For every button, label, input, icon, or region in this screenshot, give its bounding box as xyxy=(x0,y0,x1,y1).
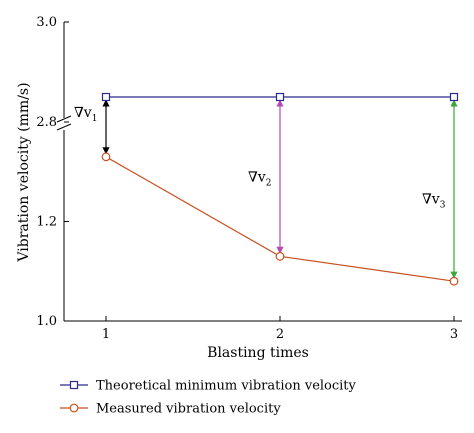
y-tick-label: 2.8 xyxy=(36,115,57,130)
data-point-circle xyxy=(101,152,111,162)
series xyxy=(101,92,459,286)
x-ticks: 1 2 3 xyxy=(102,316,458,342)
y-axis-break-mark xyxy=(56,115,72,131)
y-axis-title: Vibration velocity (mm/s) xyxy=(16,82,32,262)
data-point-circle xyxy=(449,276,459,286)
y-tick-label: 1.0 xyxy=(36,314,57,329)
y-tick-label: 3.0 xyxy=(36,15,57,30)
x-tick-label: 2 xyxy=(276,327,284,342)
legend-marker-square xyxy=(69,380,79,390)
y-tick-label: 1.2 xyxy=(36,215,57,230)
x-tick-label: 1 xyxy=(102,327,110,342)
data-point-square xyxy=(449,92,459,102)
x-axis-title: Blasting times xyxy=(207,345,309,361)
data-point-circle xyxy=(275,251,285,261)
x-tick-label: 3 xyxy=(450,327,458,342)
legend-marker-circle xyxy=(69,403,79,413)
legend-item-2: Measured vibration velocity xyxy=(60,402,281,417)
legend-label: Measured vibration velocity xyxy=(96,402,281,417)
data-point-square xyxy=(275,92,285,102)
data-point-square xyxy=(101,92,111,102)
difference-label-2: ∇v2 xyxy=(248,170,271,189)
legend-item-1: Theoretical minimum vibration velocity xyxy=(60,379,357,394)
legend: Theoretical minimum vibration velocity Me… xyxy=(60,379,357,417)
difference-arrows: ∇v1 ∇v2 ∇v3 xyxy=(74,99,458,279)
difference-label-1: ∇v1 xyxy=(74,105,97,124)
axes xyxy=(56,22,462,322)
legend-label: Theoretical minimum vibration velocity xyxy=(96,379,357,394)
y-ticks: 1.0 1.2 2.8 3.0 xyxy=(36,15,69,329)
difference-label-3: ∇v3 xyxy=(422,191,446,210)
